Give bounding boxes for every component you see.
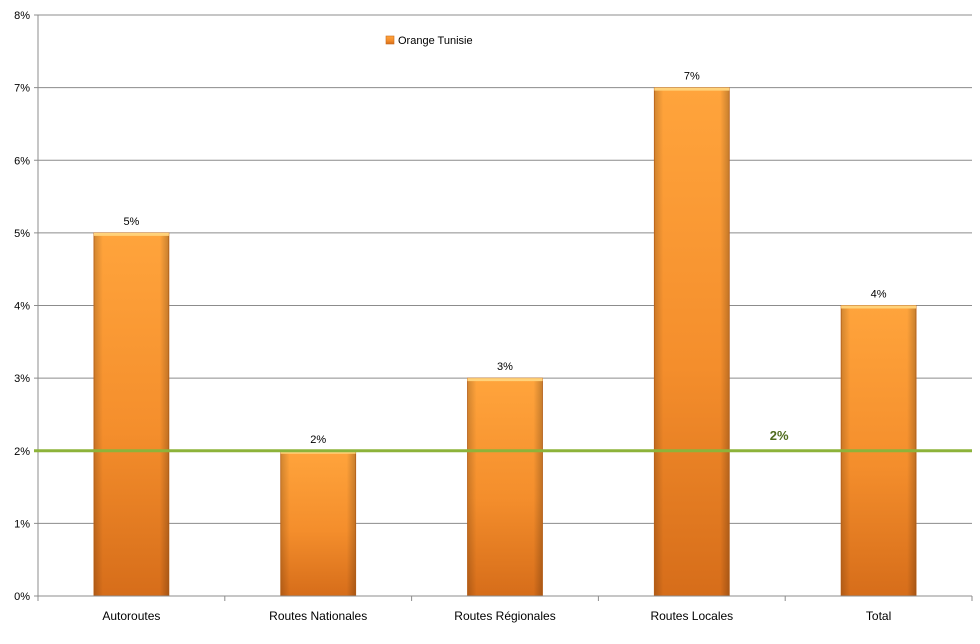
bar-top	[93, 232, 169, 236]
y-tick-label: 2%	[14, 446, 30, 458]
bars	[93, 87, 917, 597]
y-tick-label: 6%	[14, 155, 30, 167]
x-tick-label: Routes Locales	[650, 609, 733, 623]
y-tick-label: 1%	[14, 518, 30, 530]
bar-top	[467, 378, 543, 382]
bar-shade	[654, 87, 730, 596]
labels: 5% Autoroutes 2% Routes Nationales 3% Routes …	[102, 71, 891, 623]
data-label: 3%	[497, 361, 513, 373]
bar-shade	[467, 378, 543, 596]
reference-line-group: 2%	[34, 428, 972, 453]
bar-shade	[280, 450, 356, 596]
bar-top	[654, 87, 730, 91]
axes: 0% 1% 2% 3% 4% 5% 6% 7% 8%	[14, 10, 973, 603]
y-tick-label: 5%	[14, 228, 30, 240]
bar-shade	[93, 232, 169, 596]
legend: Orange Tunisie	[385, 35, 473, 47]
x-tick-label: Routes Nationales	[269, 609, 367, 623]
y-tick-label: 8%	[14, 10, 30, 22]
data-label: 7%	[684, 71, 700, 83]
reference-line-label: 2%	[770, 428, 789, 443]
x-tick-label: Total	[866, 609, 891, 623]
x-tick-label: Autoroutes	[102, 609, 160, 623]
data-label: 4%	[871, 289, 887, 301]
data-label: 5%	[123, 216, 139, 228]
bar-top	[841, 305, 917, 309]
legend-swatch	[385, 35, 395, 45]
y-tick-label: 3%	[14, 373, 30, 385]
y-tick-label: 4%	[14, 301, 30, 313]
y-tick-label: 0%	[14, 591, 30, 603]
data-label: 2%	[310, 434, 326, 446]
legend-label: Orange Tunisie	[398, 35, 473, 47]
y-tick-label: 7%	[14, 83, 30, 95]
x-tick-label: Routes Régionales	[454, 609, 555, 623]
